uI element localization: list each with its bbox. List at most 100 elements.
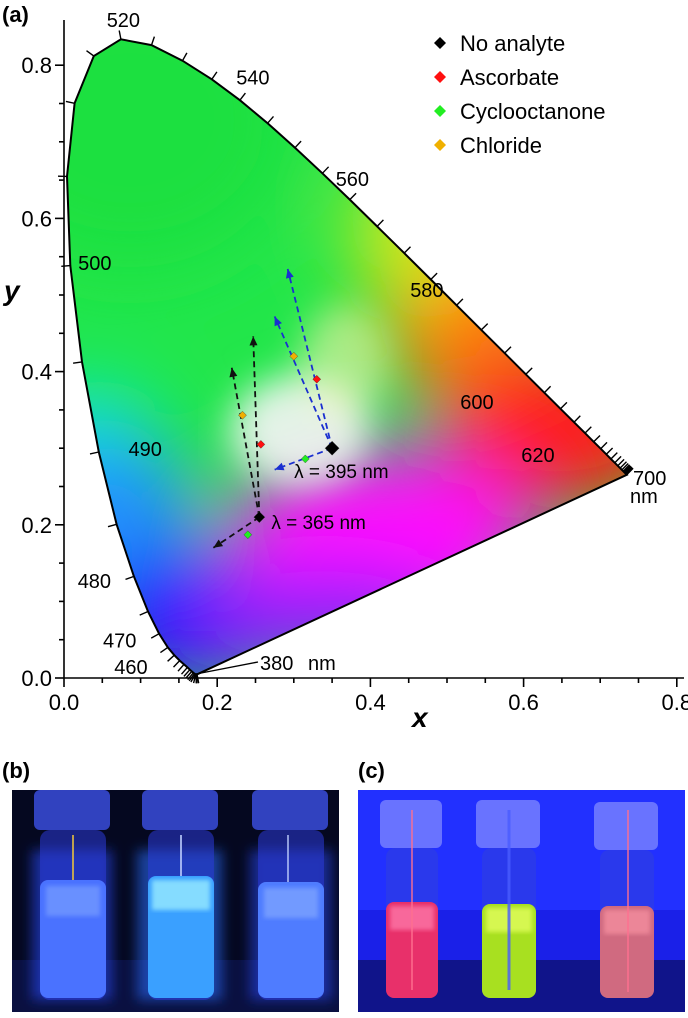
- shift-arrow-head: [285, 268, 294, 279]
- line-of-purples-label: 380: [260, 653, 293, 675]
- wavelength-tick: [61, 264, 71, 267]
- wavelength-tick: [584, 426, 592, 434]
- x-axis-label: x: [410, 702, 429, 733]
- wavelength-tick: [626, 467, 634, 476]
- wavelength-tick: [480, 323, 489, 331]
- wavelength-tick: [192, 674, 197, 684]
- wavelength-label-490: 490: [129, 439, 162, 461]
- y-tick-label: 0.6: [21, 206, 52, 231]
- wavelength-tick: [573, 415, 581, 423]
- wavelength-label-580: 580: [410, 280, 443, 302]
- shift-arrows: [212, 268, 333, 549]
- excitation-label: λ = 365 nm: [271, 513, 366, 534]
- panel-label-c: (c): [358, 758, 385, 783]
- wavelength-ticks: [57, 30, 634, 684]
- photo-b-vials: [12, 790, 339, 1012]
- wavelength-tick: [239, 92, 246, 101]
- x-tick-label: 0.8: [662, 690, 688, 715]
- y-tick-label: 0.8: [21, 53, 52, 78]
- wavelength-tick: [65, 100, 75, 104]
- wavelength-label-480: 480: [78, 571, 111, 593]
- legend-marker: [434, 71, 446, 83]
- wavelength-label-560: 560: [336, 169, 369, 191]
- data-point-ascorbate: [256, 440, 266, 449]
- data-point-ascorbate: [312, 374, 322, 384]
- shift-arrow-head: [249, 336, 258, 346]
- wavelength-tick: [89, 451, 99, 455]
- wavelength-tick: [617, 458, 625, 467]
- wavelength-tick: [294, 140, 302, 149]
- legend-marker: [434, 139, 446, 151]
- wavelength-tick: [267, 115, 275, 124]
- data-point-chloride: [289, 351, 299, 361]
- wavelength-tick: [560, 401, 568, 410]
- x-tick-label: 0.6: [508, 690, 539, 715]
- wavelength-tick: [456, 298, 464, 306]
- wavelength-label-600: 600: [460, 392, 493, 414]
- wavelength-tick: [172, 660, 181, 668]
- wavelength-tick: [159, 646, 169, 654]
- wavelength-label-700: 700: [633, 468, 666, 490]
- x-tick-label: 0.2: [202, 690, 233, 715]
- wavelength-tick: [167, 654, 175, 662]
- wavelength-tick: [349, 192, 357, 201]
- legend-label: Cyclooctanone: [460, 99, 606, 124]
- legend-label: No analyte: [460, 31, 565, 56]
- wavelength-tick: [614, 455, 622, 464]
- legend: No analyte Ascorbate Cyclooctanone Chloride: [434, 31, 606, 158]
- legend-label: Chloride: [460, 133, 542, 158]
- wavelength-tick: [403, 246, 411, 254]
- wavelength-tick: [600, 441, 608, 450]
- wavelength-tick: [321, 166, 330, 174]
- wavelength-tick: [139, 610, 149, 616]
- line-of-purples-leader: [195, 661, 259, 675]
- x-tick-label: 0.4: [355, 690, 386, 715]
- data-point-cyclooctanone: [243, 530, 253, 540]
- x-tick-label: 0.0: [49, 690, 80, 715]
- wavelength-label-460: 460: [114, 657, 147, 679]
- wavelength-tick: [621, 463, 629, 471]
- shift-arrow-head: [213, 539, 224, 548]
- excitation-labels: λ = 395 nm λ = 365 nm: [271, 462, 388, 534]
- wavelength-tick: [181, 52, 188, 62]
- wavelength-tick: [376, 219, 384, 227]
- wavelength-tick: [150, 633, 160, 639]
- x-tick-labels: 0.0 0.2 0.4 0.6 0.8: [49, 690, 688, 715]
- wavelength-label-620: 620: [521, 445, 554, 467]
- y-tick-label: 0.2: [21, 513, 52, 538]
- nm-unit-label-380: nm: [308, 653, 336, 675]
- wavelength-tick: [543, 385, 552, 394]
- data-point-chloride: [238, 410, 247, 420]
- wavelength-tick: [72, 361, 83, 364]
- panel-label-b: (b): [2, 758, 31, 783]
- data-points: [238, 351, 340, 540]
- wavelength-tick: [211, 71, 218, 80]
- y-tick-label: 0.4: [21, 360, 52, 385]
- wavelength-tick: [624, 465, 632, 474]
- shift-arrow-line: [252, 336, 261, 518]
- wavelength-tick: [183, 669, 191, 677]
- wavelength-tick: [150, 36, 156, 46]
- data-point-no-analyte: [253, 511, 266, 523]
- axes: [55, 20, 684, 687]
- wavelength-tick: [180, 666, 188, 675]
- excitation-label: λ = 395 nm: [294, 462, 389, 483]
- wavelength-tick: [187, 672, 194, 681]
- shift-arrow-line: [286, 268, 333, 449]
- wavelength-tick: [190, 673, 196, 683]
- shift-arrow-head: [274, 462, 285, 471]
- wavelength-label-540: 540: [236, 67, 269, 89]
- data-point-no-analyte: [324, 440, 340, 456]
- wavelength-tick: [125, 575, 135, 581]
- photo-c-vials: [358, 790, 685, 1012]
- wavelength-label-500: 500: [78, 253, 111, 275]
- legend-label: Ascorbate: [460, 65, 559, 90]
- wavelength-label-520: 520: [107, 10, 140, 32]
- wavelength-tick: [624, 466, 633, 474]
- panel-label-a: (a): [2, 2, 29, 27]
- legend-marker: [434, 37, 446, 49]
- y-axis-label: y: [2, 275, 21, 306]
- y-tick-labels: 0.0 0.2 0.4 0.6 0.8: [21, 53, 52, 691]
- wavelength-tick: [623, 465, 631, 473]
- nm-unit-label-700: nm: [630, 486, 658, 508]
